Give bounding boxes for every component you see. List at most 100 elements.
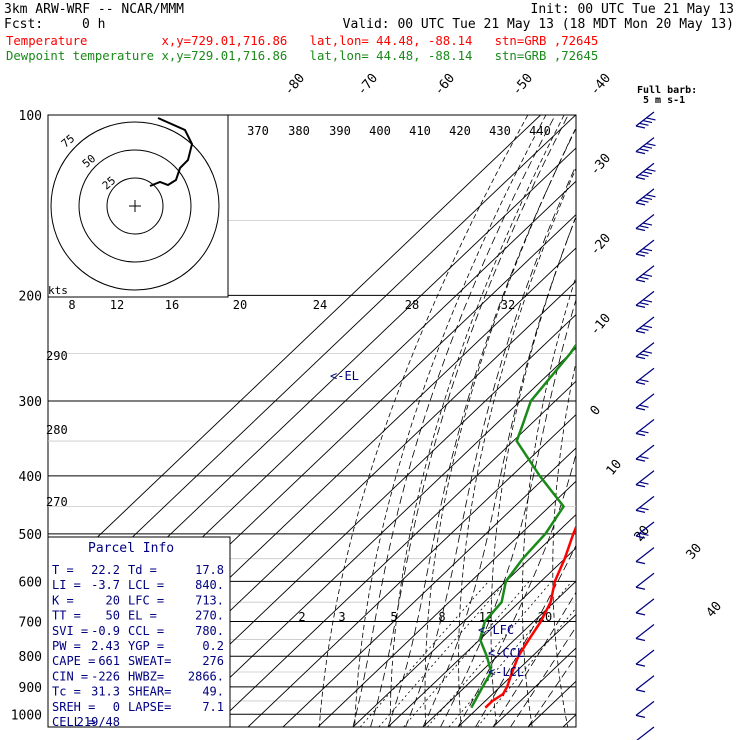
dry-adiabat [424,126,576,727]
wind-barb-feather [635,612,646,616]
isotherm-tick-label: 0 [588,403,605,419]
theta-low-tick-label: 290 [46,349,68,363]
parcel-info-box: Parcel Info T = 22.2 Td = 17.8 LI = -3.7 LCL =… [47,536,231,729]
wind-barb-feather [635,663,646,667]
parcel-info-cell: LCL = [128,578,164,592]
wind-barb-staff [635,598,655,614]
parcel-info-cell: 713. [195,593,224,607]
mixing-ratio-line [403,581,530,727]
dry-adiabat [611,115,691,727]
wind-barb-feather [642,120,653,124]
wind-barb-feather [635,458,646,462]
moist-adiabat [422,216,576,727]
parcel-info-cell: T = [52,563,74,577]
pressure-tick-label: 400 [19,470,42,485]
wind-barb-feather [635,176,646,180]
isotherm-line [48,115,576,619]
dewpoint-legend: Dewpoint temperature x,y=729.01,716.86 l… [6,49,599,63]
dewpoint-profile [470,342,576,709]
dry-adiabat [522,275,576,727]
wind-barb-feather [635,279,646,283]
isotherm-line [352,513,576,727]
wind-barb-feather [642,299,653,303]
dry-adiabat [552,360,576,727]
theta-tick-label: 440 [529,124,551,138]
moist-adiabat [352,115,556,727]
parcel-info-cell: 22.2 [91,563,120,577]
wind-barb-staff [635,265,655,281]
isotherm-line [317,480,576,727]
wind-barb-staff [635,470,655,486]
wind-barb-feather [639,302,649,306]
wind-barb-staff [635,495,655,511]
isotherm-line [457,613,576,727]
wind-barb-feather [635,151,646,155]
mixing-ratio-low-tick-label: 8 [438,610,445,624]
wind-barb-feather [635,330,646,334]
pressure-tick-label: 900 [19,681,42,696]
wind-barb-feather [639,122,649,126]
dry-adiabat [639,115,710,727]
level-annotation: <-LFC [478,623,514,637]
parcel-info-cell: 50 [106,609,120,623]
parcel-info-cell: 780. [195,624,224,638]
hodograph: 25 50 75 kts [47,114,229,298]
dry-adiabat [354,115,547,727]
isotherm-tick-label: -20 [588,231,615,259]
theta-tick-label: 410 [409,124,431,138]
mixing-ratio-tick-label: 24 [313,298,327,312]
wind-barb-feather [646,168,656,172]
wind-barb-staff [635,572,655,588]
mixing-ratio-tick-label: 8 [68,298,75,312]
hodo-units: kts [48,284,68,297]
wind-barb-feather [635,637,646,642]
wind-barb-feather [646,117,656,121]
wind-barb-feather [639,276,649,280]
pressure-tick-label: 100 [19,109,42,124]
pressure-tick-label: 500 [19,528,42,543]
wind-barb-feather [639,148,649,152]
mixing-ratio-low-tick-label: 3 [338,610,345,624]
pressure-tick-label: 600 [19,575,42,590]
parcel-info-cell: CELL = [52,715,95,729]
isotherm-tick-label: -60 [432,71,459,99]
wind-barb-staff [635,547,655,563]
dry-adiabat [665,115,727,727]
theta-labels: 370 380 390 400 410 420 430 440 290 280 270 [46,124,551,509]
wind-barb-feather [642,350,653,354]
mixing-ratio-tick-label: 16 [165,298,179,312]
wind-barb-feather [635,407,646,411]
wind-barb-staff [635,137,655,153]
isotherm-line [177,347,576,727]
parcel-info-title: Parcel Info [88,541,174,556]
wind-barb-feather [639,353,649,357]
wind-barb-staff [635,188,655,204]
parcel-info-cell: SHEAR= [128,685,171,699]
moist-adiabat [492,591,576,727]
wind-barb-feather [639,199,649,203]
moist-adiabat [475,544,576,727]
wind-barb-feather [635,381,646,385]
wind-barb-feather [635,509,646,513]
wind-barb-staff [635,214,655,229]
parcel-info-cell: CAPE = [52,654,95,668]
wind-barb-feather [635,586,646,590]
parcel-info-cell: Tc = [52,685,81,699]
mixing-ratio-tick-label: 28 [405,298,419,312]
isotherm-line [142,313,576,727]
mixing-ratio-line [359,581,489,727]
level-annotation: <-CCL [488,646,524,660]
moist-adiabat [440,298,576,727]
isotherm-line [422,580,576,727]
theta-low-tick-label: 270 [46,495,68,509]
dry-adiabat [318,115,529,727]
wind-barb-feather [639,532,649,536]
temperature-profile [484,524,576,709]
parcel-info-cell: 219/48 [77,715,120,729]
parcel-info-cell: TT = [52,609,81,623]
wind-barb-staff [635,316,655,332]
isotherm-line [492,647,576,727]
wind-barb-staff [635,649,655,665]
parcel-info-cell: PW = [52,639,81,653]
